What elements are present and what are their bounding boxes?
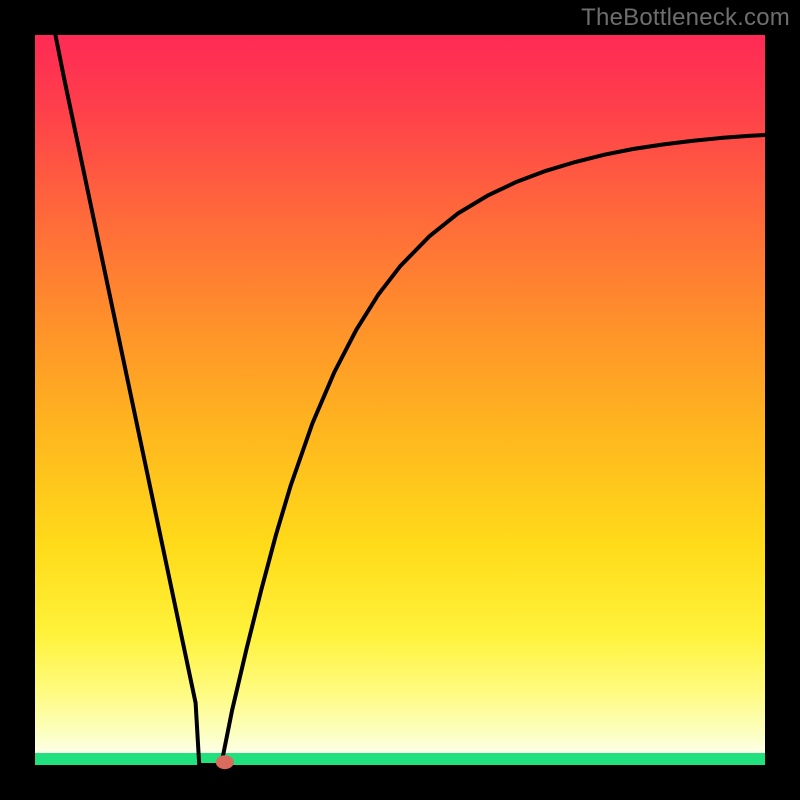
chart-container: TheBottleneck.com: [0, 0, 800, 800]
bottleneck-chart: [0, 0, 800, 800]
